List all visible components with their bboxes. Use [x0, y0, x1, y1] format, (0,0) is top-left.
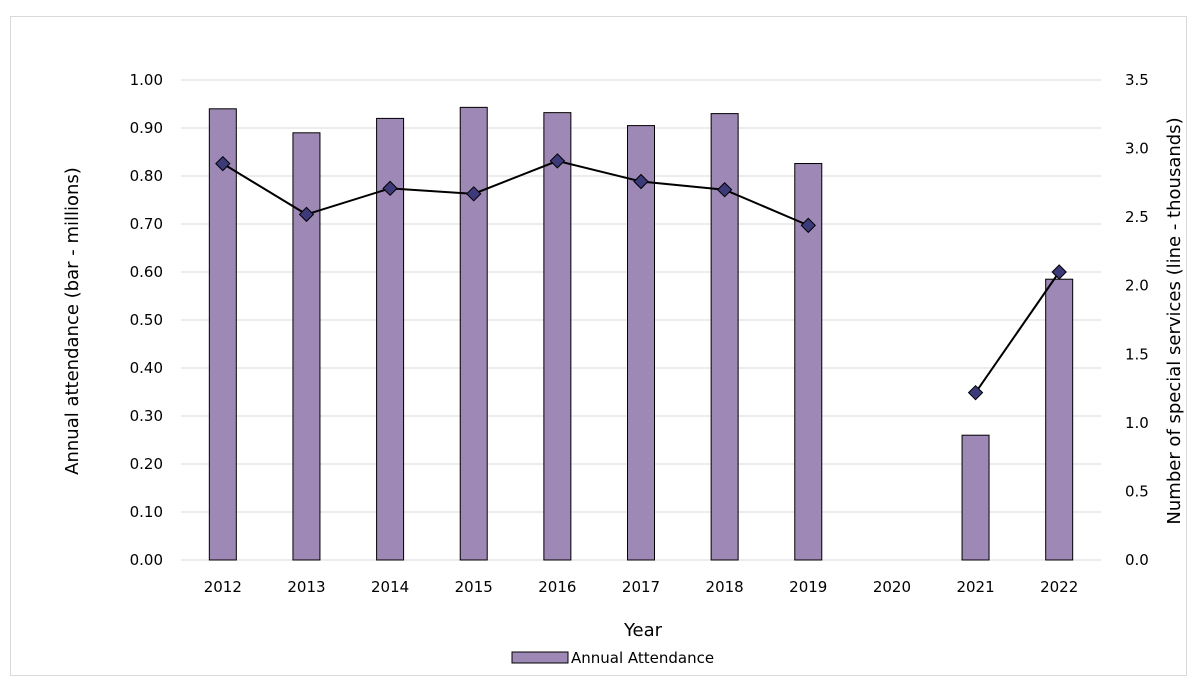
- bar-2013: [292, 132, 321, 561]
- y2-axis-ticks: 0.0 0.5 1.0 1.5 2.0 2.5 3.0 3.5: [1125, 71, 1149, 569]
- line-series: [222, 159, 1061, 394]
- y-tick-label: 0.40: [130, 359, 163, 377]
- y2-tick-label: 2.5: [1125, 208, 1149, 226]
- y2-tick-label: 3.5: [1125, 71, 1149, 89]
- y-tick-label: 0.10: [130, 503, 163, 521]
- x-axis-title: Year: [623, 620, 663, 641]
- y-tick-label: 0.20: [130, 455, 163, 473]
- marker-2016: [549, 153, 566, 169]
- y2-tick-label: 0.0: [1125, 551, 1149, 569]
- y-tick-label: 0.50: [130, 311, 163, 329]
- line-markers: [215, 153, 1067, 401]
- marker-2013: [298, 206, 315, 223]
- x-axis-ticks: 2012 2013 2014 2015 2016 2017 2018 2019 2020 2021…: [204, 578, 1079, 596]
- bar-2017: [627, 125, 655, 561]
- bar-2018: [710, 113, 739, 561]
- y2-tick-label: 2.0: [1125, 277, 1149, 295]
- x-tick-label: 2022: [1040, 578, 1078, 596]
- marker-2012: [215, 155, 231, 172]
- y2-tick-label: 1.0: [1125, 414, 1149, 432]
- y2-axis-title: Number of special services (line - thous…: [1164, 117, 1185, 524]
- marker-2018: [716, 182, 733, 198]
- y2-tick-label: 3.0: [1125, 140, 1149, 158]
- y-axis-ticks: 0.00 0.10 0.20 0.30 0.40 0.50 0.60 0.70 0.80 0.90…: [130, 71, 163, 569]
- x-tick-label: 2017: [622, 578, 660, 596]
- x-tick-label: 2019: [789, 578, 827, 596]
- y-tick-label: 0.80: [130, 167, 163, 185]
- x-tick-label: 2013: [287, 578, 325, 596]
- top-bar: [0, 0, 1198, 4]
- marker-2014: [382, 180, 398, 197]
- marker-2021: [967, 384, 984, 401]
- marker-2017: [633, 173, 649, 190]
- bar-2016: [543, 112, 572, 561]
- x-tick-label: 2020: [873, 578, 911, 596]
- bar-2015: [459, 106, 488, 561]
- x-tick-label: 2015: [455, 578, 493, 596]
- y-axis-title: Annual attendance (bar - millions): [62, 167, 83, 475]
- y2-tick-label: 0.5: [1125, 482, 1149, 500]
- y-tick-label: 1.00: [130, 71, 163, 89]
- y-tick-label: 0.00: [130, 551, 163, 569]
- legend-swatch-annual-attendance: [511, 651, 569, 664]
- y-tick-label: 0.60: [130, 263, 163, 281]
- x-tick-label: 2012: [204, 578, 242, 596]
- y-tick-label: 0.70: [130, 215, 163, 233]
- x-tick-label: 2016: [538, 578, 576, 596]
- legend-label-annual-attendance: Annual Attendance: [571, 649, 714, 667]
- line-segment: [222, 159, 809, 227]
- x-tick-label: 2021: [956, 578, 994, 596]
- marker-2019: [800, 217, 816, 234]
- bar-2012: [208, 108, 237, 561]
- marker-2022: [1051, 264, 1067, 280]
- y2-tick-label: 1.5: [1125, 345, 1149, 363]
- line-segment: [974, 271, 1061, 394]
- chart-frame: [10, 16, 1187, 676]
- marker-2015: [466, 186, 482, 202]
- bar-2021: [961, 434, 990, 561]
- bar-2022: [1045, 278, 1074, 561]
- y-tick-label: 0.30: [130, 407, 163, 425]
- x-tick-label: 2014: [371, 578, 409, 596]
- legend: Annual Attendance: [511, 649, 714, 667]
- y-tick-label: 0.90: [130, 119, 163, 137]
- x-tick-label: 2018: [706, 578, 744, 596]
